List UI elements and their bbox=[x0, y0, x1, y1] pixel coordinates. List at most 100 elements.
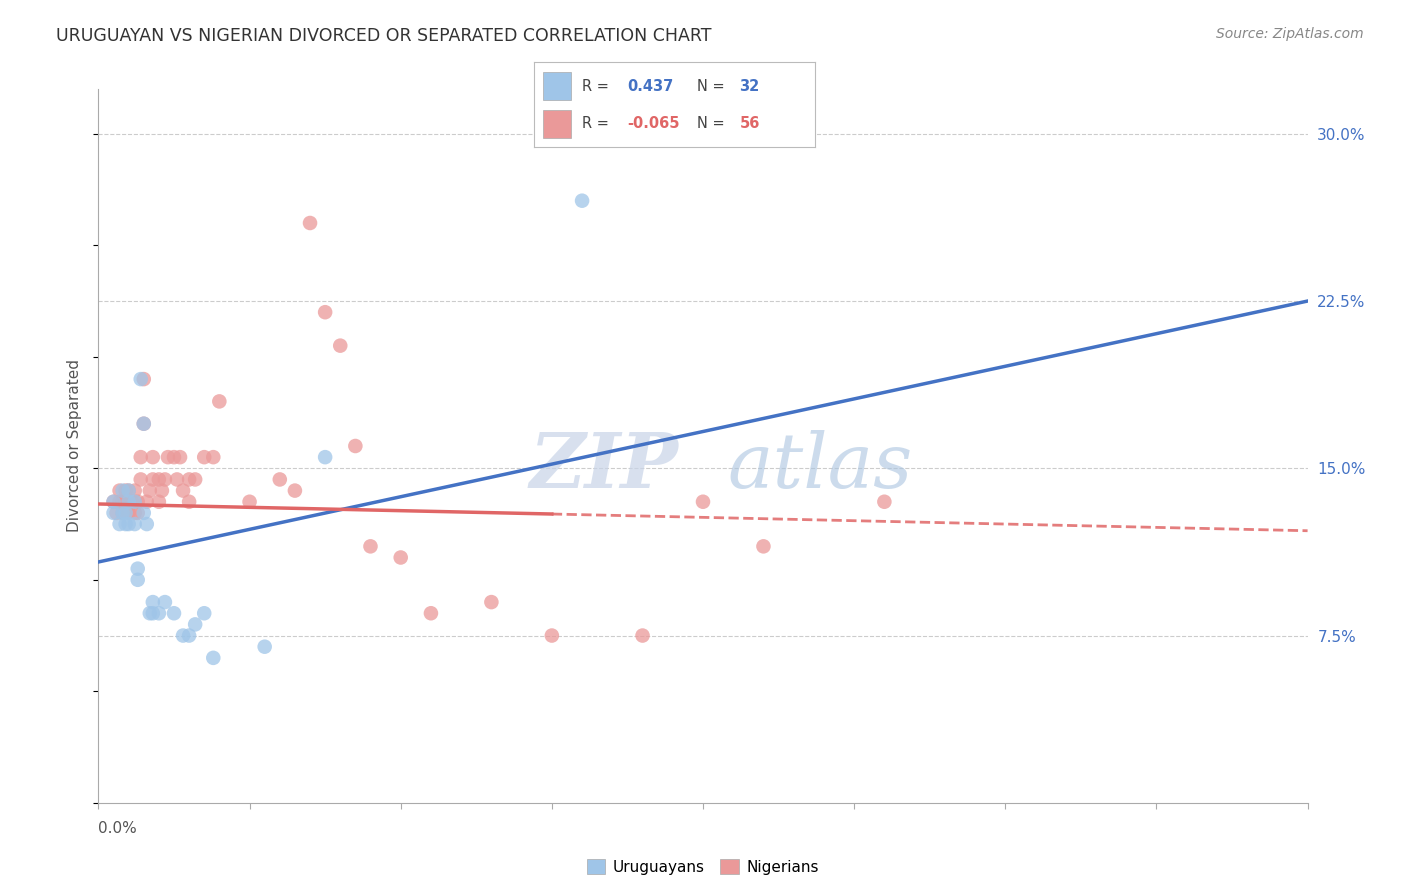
Point bbox=[103, 494, 125, 508]
Point bbox=[193, 607, 215, 621]
Point bbox=[124, 517, 146, 532]
Point bbox=[142, 607, 165, 621]
Point bbox=[124, 483, 146, 498]
FancyBboxPatch shape bbox=[543, 110, 571, 138]
Point bbox=[169, 450, 191, 465]
Point bbox=[540, 628, 562, 642]
Point bbox=[103, 494, 125, 508]
Text: 32: 32 bbox=[740, 78, 759, 94]
Point bbox=[118, 506, 141, 520]
Point bbox=[132, 417, 155, 431]
Point bbox=[111, 506, 134, 520]
Legend: Uruguayans, Nigerians: Uruguayans, Nigerians bbox=[581, 853, 825, 880]
Point bbox=[314, 450, 336, 465]
Point bbox=[139, 483, 162, 498]
Point bbox=[135, 494, 157, 508]
Point bbox=[193, 450, 215, 465]
Point bbox=[129, 473, 152, 487]
Point bbox=[108, 517, 131, 532]
Point bbox=[127, 506, 149, 520]
Point bbox=[179, 494, 201, 508]
Point bbox=[344, 439, 367, 453]
Point bbox=[481, 595, 503, 609]
Point bbox=[114, 494, 136, 508]
Point bbox=[114, 517, 136, 532]
Point bbox=[127, 573, 149, 587]
Point bbox=[692, 494, 714, 508]
Point bbox=[172, 483, 194, 498]
Point bbox=[118, 517, 141, 532]
Point bbox=[103, 506, 125, 520]
Text: 56: 56 bbox=[740, 116, 759, 131]
Point bbox=[202, 450, 225, 465]
Point bbox=[127, 562, 149, 576]
Point bbox=[184, 473, 207, 487]
Point bbox=[108, 494, 131, 508]
Point bbox=[132, 417, 155, 431]
Point bbox=[139, 607, 162, 621]
Text: 0.0%: 0.0% bbox=[98, 821, 138, 836]
Point bbox=[124, 506, 146, 520]
Point bbox=[873, 494, 896, 508]
Text: N =: N = bbox=[697, 78, 725, 94]
Point bbox=[114, 506, 136, 520]
Point bbox=[111, 483, 134, 498]
Point bbox=[114, 483, 136, 498]
Text: -0.065: -0.065 bbox=[627, 116, 679, 131]
Point bbox=[105, 506, 128, 520]
Point bbox=[129, 372, 152, 386]
Point bbox=[172, 628, 194, 642]
Point bbox=[299, 216, 322, 230]
Point bbox=[269, 473, 291, 487]
Point bbox=[389, 550, 412, 565]
Point bbox=[202, 651, 225, 665]
Point bbox=[284, 483, 307, 498]
Point bbox=[360, 539, 382, 553]
Point bbox=[631, 628, 654, 642]
Text: URUGUAYAN VS NIGERIAN DIVORCED OR SEPARATED CORRELATION CHART: URUGUAYAN VS NIGERIAN DIVORCED OR SEPARA… bbox=[56, 27, 711, 45]
Point bbox=[118, 494, 141, 508]
Y-axis label: Divorced or Separated: Divorced or Separated bbox=[67, 359, 83, 533]
Point bbox=[118, 494, 141, 508]
Point bbox=[179, 628, 201, 642]
Point bbox=[135, 517, 157, 532]
Point bbox=[111, 506, 134, 520]
Point bbox=[166, 473, 188, 487]
Point bbox=[108, 483, 131, 498]
Point bbox=[153, 473, 176, 487]
Point bbox=[148, 607, 170, 621]
Text: R =: R = bbox=[582, 116, 609, 131]
Point bbox=[124, 494, 146, 508]
Text: 0.437: 0.437 bbox=[627, 78, 673, 94]
Text: N =: N = bbox=[697, 116, 725, 131]
Point bbox=[156, 450, 179, 465]
Point bbox=[253, 640, 276, 654]
Text: ZIP: ZIP bbox=[530, 431, 679, 504]
Point bbox=[132, 506, 155, 520]
Point bbox=[420, 607, 443, 621]
Point bbox=[129, 450, 152, 465]
Point bbox=[571, 194, 593, 208]
Text: atlas: atlas bbox=[727, 431, 912, 504]
Point bbox=[184, 617, 207, 632]
Point bbox=[124, 494, 146, 508]
Point bbox=[239, 494, 262, 508]
Point bbox=[132, 372, 155, 386]
FancyBboxPatch shape bbox=[543, 71, 571, 100]
Point bbox=[142, 473, 165, 487]
Point bbox=[314, 305, 336, 319]
Point bbox=[153, 595, 176, 609]
Point bbox=[118, 483, 141, 498]
Text: R =: R = bbox=[582, 78, 609, 94]
Point bbox=[111, 494, 134, 508]
Point bbox=[163, 450, 186, 465]
Point bbox=[148, 494, 170, 508]
Point bbox=[142, 595, 165, 609]
Point bbox=[179, 473, 201, 487]
Point bbox=[150, 483, 173, 498]
Text: Source: ZipAtlas.com: Source: ZipAtlas.com bbox=[1216, 27, 1364, 41]
Point bbox=[208, 394, 231, 409]
Point bbox=[142, 450, 165, 465]
Point bbox=[118, 483, 141, 498]
Point bbox=[127, 494, 149, 508]
